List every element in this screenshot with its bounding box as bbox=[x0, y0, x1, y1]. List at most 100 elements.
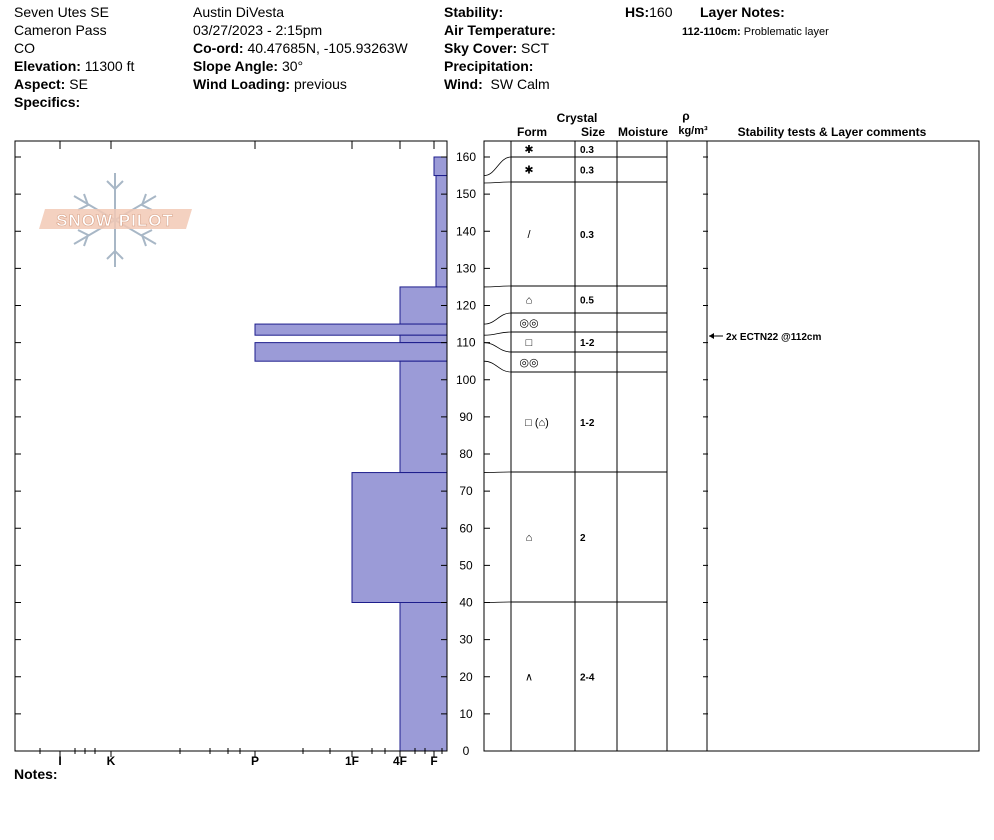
hardness-tick-label: K bbox=[107, 754, 116, 768]
depth-connector bbox=[483, 312, 512, 325]
hardness-axis: I K P 1F 4F F bbox=[14, 140, 448, 768]
grain-table: ✱ 0.3 ✱ 0.3 / 0.3 ⌂ 0.5 ◎◎ □ 1-2 ◎◎ □ (⌂) 1-2 ⌂ 2 ∧ 2-4 bbox=[483, 140, 980, 752]
hardness-bar bbox=[254, 323, 448, 336]
hardness-bar bbox=[399, 334, 448, 344]
depth-tick-label: 20 bbox=[459, 670, 473, 684]
moisture-header: Moisture bbox=[618, 125, 668, 139]
depth-tick-label: 130 bbox=[456, 261, 476, 275]
depth-axis: 0 10 20 30 40 50 60 70 80 90 100 110 120 130 140 150 160 bbox=[15, 150, 708, 758]
depth-tick-label: 120 bbox=[456, 299, 476, 313]
snowpilot-logo: SNOW PILOT bbox=[39, 173, 192, 267]
depth-tick-label: 40 bbox=[459, 596, 473, 610]
hardness-bar bbox=[399, 360, 448, 474]
elevation-field: Elevation: 11300 ft bbox=[14, 57, 134, 75]
hardness-tick-label: 4F bbox=[393, 754, 407, 768]
stability-field: Stability: bbox=[444, 3, 503, 21]
grain-form-symbol: ∧ bbox=[525, 672, 533, 684]
depth-connector bbox=[483, 471, 512, 473]
wind-loading-value: previous bbox=[293, 76, 347, 92]
depth-tick-label: 100 bbox=[456, 373, 476, 387]
sky-cover-value: SCT bbox=[521, 40, 550, 56]
precip-label: Precipitation: bbox=[444, 58, 534, 74]
hs-field: HS:160 bbox=[625, 3, 672, 21]
depth-connector bbox=[483, 156, 512, 176]
size-header: Size bbox=[581, 125, 605, 139]
depth-tick-label: 160 bbox=[456, 150, 476, 164]
grain-table-frame bbox=[483, 140, 980, 752]
depth-tick-label: 70 bbox=[459, 484, 473, 498]
specifics-field: Specifics: bbox=[14, 93, 80, 111]
depth-connector bbox=[483, 342, 512, 353]
grain-form-symbol: ⌂ bbox=[526, 295, 533, 307]
notes-label: Notes: bbox=[14, 766, 58, 782]
layer-note: 112-110cm: Problematic layer bbox=[682, 23, 829, 41]
hardness-layers bbox=[254, 156, 448, 752]
grain-size: 0.3 bbox=[580, 230, 594, 241]
coord-label: Co-ord: bbox=[193, 40, 244, 56]
layer-note-text: Problematic layer bbox=[743, 26, 829, 38]
notes-field: Notes: bbox=[14, 765, 58, 783]
grain-form-symbol: ◎◎ bbox=[519, 318, 538, 330]
air-temp-label: Air Temperature: bbox=[444, 22, 556, 38]
grain-form-symbol: □ (⌂) bbox=[525, 417, 549, 429]
depth-connector bbox=[483, 601, 512, 603]
layer-notes-label: Layer Notes: bbox=[700, 4, 785, 20]
depth-tick-label: 30 bbox=[459, 633, 473, 647]
grain-form-symbol: ✱ bbox=[524, 144, 533, 156]
hardness-bar bbox=[351, 472, 448, 603]
hs-value: 160 bbox=[649, 4, 673, 20]
depth-connector bbox=[483, 285, 512, 288]
grain-form-symbol: □ bbox=[526, 337, 533, 349]
hardness-tick-label: P bbox=[251, 754, 259, 768]
coord-field: Co-ord: 40.47685N, -105.93263W bbox=[193, 39, 408, 57]
depth-connector bbox=[483, 331, 512, 336]
hardness-bar bbox=[399, 602, 448, 752]
grain-form-symbol: ⌂ bbox=[526, 532, 533, 544]
slope-field: Slope Angle: 30° bbox=[193, 57, 303, 75]
grain-size: 0.3 bbox=[580, 145, 594, 156]
logo-banner bbox=[39, 209, 192, 229]
wind-value: SW Calm bbox=[490, 76, 550, 92]
coord-value: 40.47685N, -105.93263W bbox=[247, 40, 408, 56]
observer-name: Austin DiVesta bbox=[193, 4, 285, 20]
hardness-bar bbox=[254, 342, 448, 362]
stability-label: Stability: bbox=[444, 4, 504, 20]
depth-tick-label: 150 bbox=[456, 187, 476, 201]
hardness-tick-label: F bbox=[430, 754, 437, 768]
aspect-value: SE bbox=[69, 76, 88, 92]
stability-test-label: 2x ECTN22 @112cm bbox=[726, 332, 821, 343]
grain-form-symbol: / bbox=[527, 229, 531, 241]
area-name: Cameron Pass bbox=[14, 22, 107, 38]
depth-connector bbox=[483, 360, 512, 373]
hardness-bar bbox=[433, 156, 448, 177]
wind-field: Wind: SW Calm bbox=[444, 75, 550, 93]
sky-cover-field: Sky Cover: SCT bbox=[444, 39, 549, 57]
layer-note-range: 112-110cm: bbox=[682, 26, 741, 38]
location-name: Seven Utes SE bbox=[14, 4, 109, 20]
grain-form-symbol: ◎◎ bbox=[519, 357, 538, 369]
elevation-value: 11300 ft bbox=[84, 58, 135, 74]
wind-loading-label: Wind Loading: bbox=[193, 76, 291, 92]
depth-connector bbox=[483, 181, 512, 184]
logo-text: SNOW PILOT bbox=[56, 211, 174, 230]
grain-size: 1-2 bbox=[580, 338, 595, 349]
depth-tick-label: 50 bbox=[459, 558, 473, 572]
wind-loading-field: Wind Loading: previous bbox=[193, 75, 347, 93]
grain-size: 2 bbox=[580, 533, 586, 544]
aspect-label: Aspect: bbox=[14, 76, 66, 92]
hardness-tick-label: I bbox=[58, 754, 61, 768]
wind-label: Wind: bbox=[444, 76, 483, 92]
stability-comments: 2x ECTN22 @112cm bbox=[709, 332, 821, 343]
grain-size: 1-2 bbox=[580, 418, 595, 429]
stability-arrow-head bbox=[709, 333, 714, 339]
air-temp-field: Air Temperature: bbox=[444, 21, 556, 39]
precip-field: Precipitation: bbox=[444, 57, 533, 75]
grain-size: 0.3 bbox=[580, 166, 594, 177]
depth-tick-label: 140 bbox=[456, 224, 476, 238]
hardness-plot-frame bbox=[14, 140, 448, 752]
depth-tick-label: 10 bbox=[459, 707, 473, 721]
state-name: CO bbox=[14, 40, 35, 56]
hardness-bar bbox=[399, 286, 448, 325]
slope-label: Slope Angle: bbox=[193, 58, 279, 74]
